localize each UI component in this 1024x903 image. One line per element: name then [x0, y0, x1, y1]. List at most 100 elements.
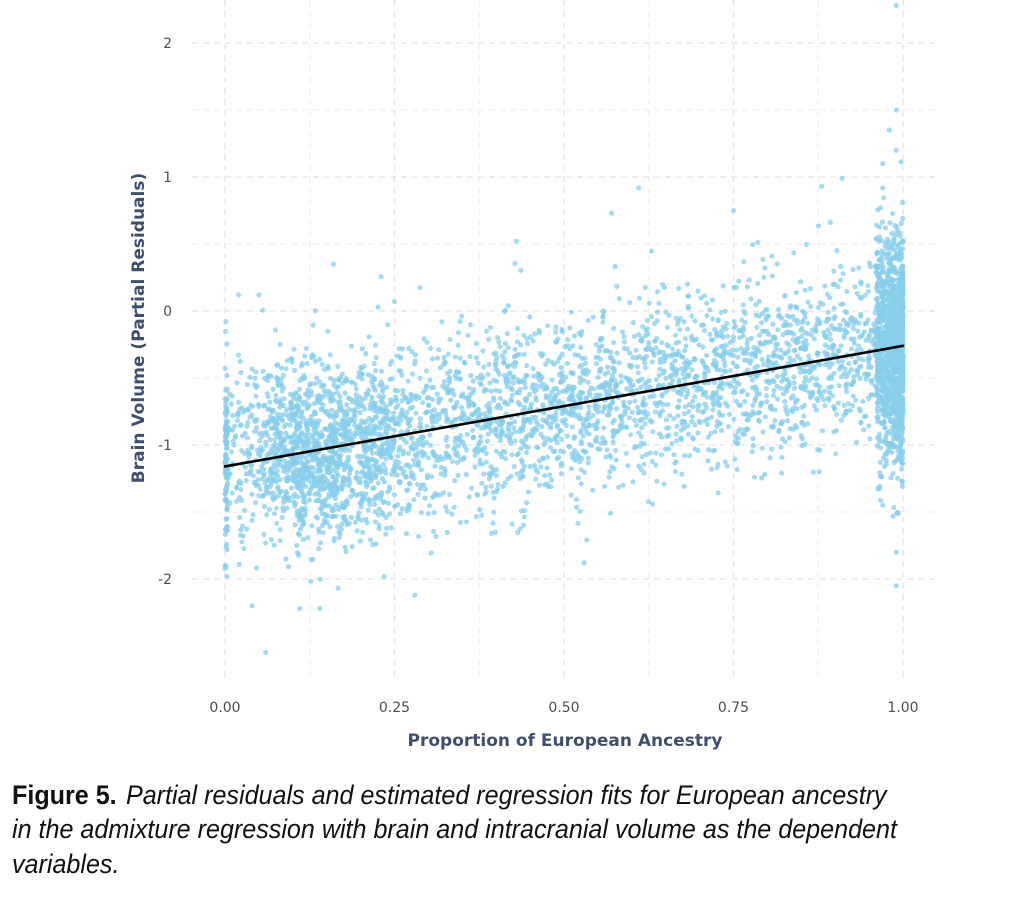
data-point [779, 418, 786, 425]
data-point [345, 395, 351, 401]
data-point [249, 412, 255, 418]
data-point [277, 477, 283, 483]
data-point [708, 430, 714, 436]
data-point [659, 393, 665, 399]
data-point [504, 364, 511, 370]
data-point [417, 285, 423, 291]
data-point [478, 382, 484, 388]
data-point [712, 429, 718, 435]
data-point [665, 401, 671, 408]
data-point [607, 469, 613, 475]
data-point [745, 345, 751, 351]
data-point [646, 300, 652, 306]
data-point [288, 356, 294, 362]
data-point [253, 369, 259, 375]
data-point [900, 237, 906, 244]
data-point [301, 441, 307, 447]
data-point [296, 434, 302, 440]
data-point [280, 372, 286, 378]
data-point [336, 461, 343, 467]
data-point [317, 379, 323, 385]
data-point [762, 265, 768, 271]
data-point [673, 431, 679, 437]
data-point [339, 521, 345, 528]
data-point [881, 420, 887, 426]
data-point [558, 379, 564, 385]
data-point [290, 445, 296, 451]
data-point [886, 428, 892, 435]
data-point [736, 278, 742, 284]
data-point [899, 483, 906, 489]
data-point [813, 328, 819, 334]
data-point [861, 414, 868, 420]
data-point [543, 361, 549, 367]
data-point [300, 536, 306, 543]
data-point [770, 424, 777, 430]
data-point [900, 199, 906, 206]
data-point [611, 340, 617, 346]
data-point [772, 336, 778, 342]
data-point [590, 413, 596, 419]
data-point [787, 322, 793, 328]
data-point [254, 425, 260, 431]
data-point [250, 473, 256, 479]
data-point [835, 284, 841, 290]
data-point [879, 474, 885, 480]
data-point [705, 458, 711, 464]
data-point [639, 454, 645, 460]
data-point [512, 419, 518, 425]
data-point [711, 357, 718, 363]
data-point [468, 372, 474, 378]
data-point [331, 415, 337, 421]
data-point [663, 309, 669, 315]
data-point [860, 398, 866, 404]
data-point [299, 409, 305, 415]
data-point [610, 398, 616, 404]
data-point [814, 351, 820, 357]
data-point [514, 471, 520, 477]
data-point [848, 346, 855, 352]
data-point [792, 347, 798, 353]
data-point [413, 445, 419, 451]
data-point [383, 456, 389, 462]
data-point [844, 321, 850, 327]
data-point [686, 409, 692, 415]
data-point [236, 561, 242, 568]
data-point [700, 390, 707, 396]
data-point [483, 489, 489, 495]
data-point [746, 277, 752, 283]
data-point [748, 351, 754, 358]
data-point [618, 379, 624, 385]
data-point [569, 424, 575, 430]
data-point [848, 336, 854, 342]
data-point [644, 317, 650, 323]
data-point [570, 343, 576, 349]
data-point [553, 385, 559, 392]
data-point [770, 392, 777, 399]
data-point [608, 376, 615, 382]
data-point [876, 277, 882, 284]
data-point [427, 432, 433, 438]
data-point [621, 403, 627, 409]
data-point [291, 454, 297, 461]
data-point [318, 457, 324, 463]
data-point [342, 447, 348, 454]
data-point [433, 533, 439, 540]
data-point [722, 362, 728, 369]
data-point [834, 248, 840, 254]
data-point [764, 399, 770, 405]
data-point [717, 383, 723, 389]
data-point [296, 386, 303, 392]
data-point [319, 433, 325, 440]
data-point [398, 417, 404, 423]
data-point [674, 438, 680, 444]
data-point [786, 435, 793, 441]
data-point [613, 447, 619, 454]
data-point [477, 434, 484, 440]
data-point [455, 329, 462, 336]
data-point [889, 230, 895, 236]
data-point [373, 494, 379, 500]
data-point [349, 438, 355, 444]
data-point [733, 398, 740, 404]
data-point [486, 420, 492, 426]
